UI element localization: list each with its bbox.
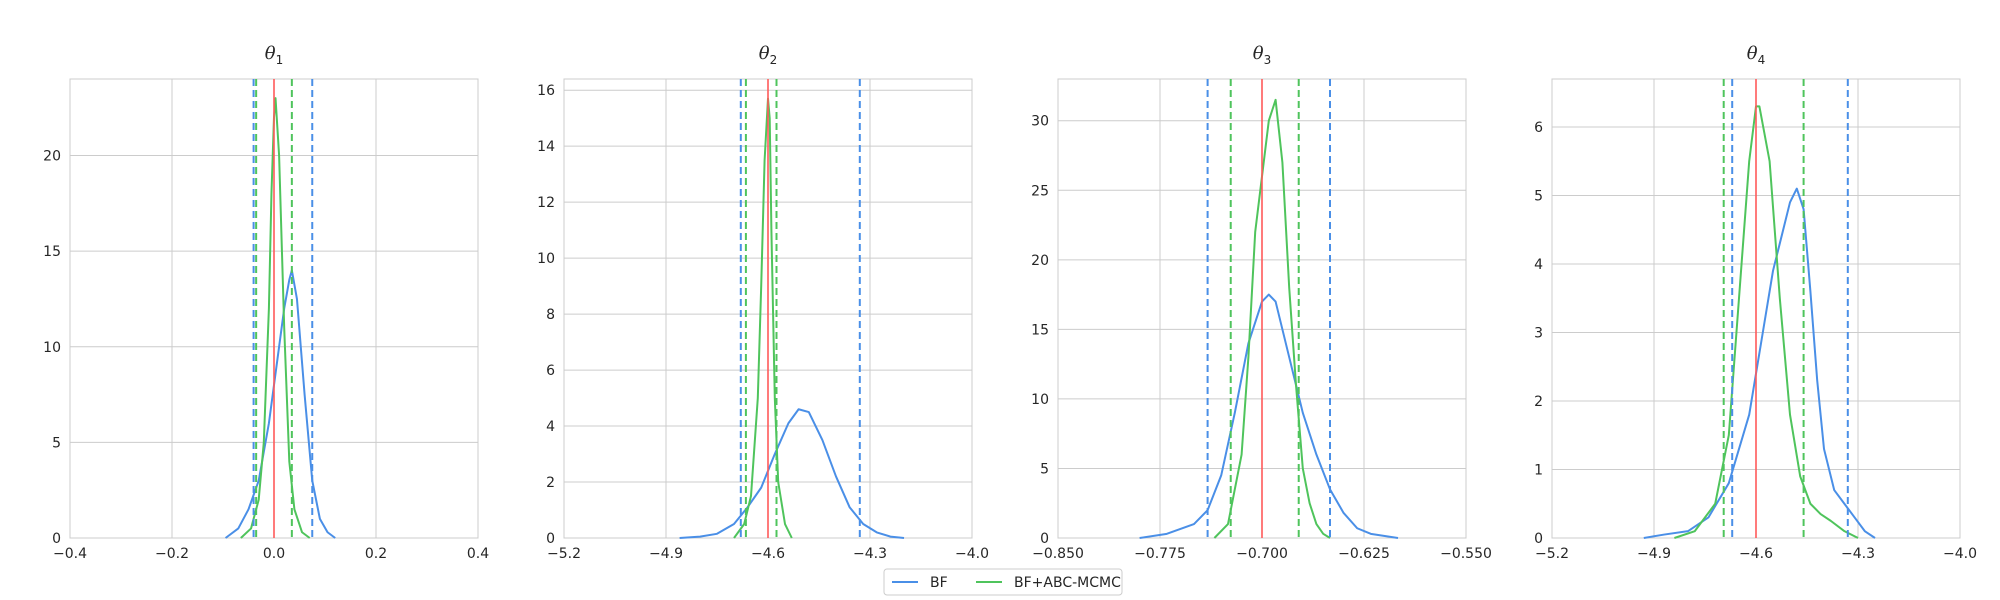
x-tick-label: −0.625 — [1338, 546, 1390, 562]
panel-title: θ3 — [1253, 43, 1271, 67]
density-curve-bf-abc-mcmc — [733, 97, 793, 539]
x-tick-label: −4.3 — [853, 546, 887, 562]
y-tick-label: 4 — [1534, 257, 1543, 273]
y-tick-label: 2 — [546, 475, 555, 491]
x-tick-label: −4.0 — [1943, 546, 1977, 562]
y-tick-label: 10 — [537, 251, 555, 267]
x-tick-label: −0.850 — [1032, 546, 1084, 562]
x-tick-label: −5.2 — [547, 546, 581, 562]
y-tick-label: 0 — [1040, 531, 1049, 547]
chart-panel-3: −0.850 −0.775 −0.700 −0.625 −0.550 0 5 10 15 20 25… — [1031, 43, 1492, 562]
x-tick-label: −0.2 — [155, 546, 189, 562]
y-tick-label: 3 — [1534, 325, 1543, 341]
y-tick-label: 10 — [43, 340, 61, 356]
y-tick-label: 20 — [43, 149, 61, 165]
y-tick-label: 15 — [1031, 322, 1049, 338]
legend-label-bf: BF — [930, 575, 948, 591]
legend-frame — [883, 568, 1123, 596]
legend: BF BF+ABC-MCMC — [883, 568, 1123, 596]
y-tick-label: 5 — [1534, 188, 1543, 204]
panel-title: θ4 — [1747, 43, 1765, 67]
y-tick-label: 5 — [52, 435, 61, 451]
x-tick-label: 0.0 — [263, 546, 285, 562]
panel-title: θ1 — [265, 43, 283, 67]
x-tick-label: −4.0 — [955, 546, 989, 562]
y-tick-label: 6 — [546, 363, 555, 379]
chart-panel-4: −5.2 −4.9 −4.6 −4.3 −4.0 0 1 2 3 4 5 6 θ4 — [1534, 43, 1977, 562]
y-tick-label: 5 — [1040, 461, 1049, 477]
chart-panel-1: −0.4 −0.2 0.0 0.2 0.4 0 5 10 15 20 θ1 — [43, 43, 489, 562]
density-curve-bf — [224, 269, 336, 539]
x-tick-label: −0.550 — [1440, 546, 1492, 562]
y-tick-label: 14 — [537, 139, 555, 155]
y-tick-label: 2 — [1534, 394, 1543, 410]
panel-title: θ2 — [759, 43, 777, 67]
y-tick-label: 10 — [1031, 392, 1049, 408]
density-curve-bf — [1139, 293, 1399, 539]
x-tick-label: 0.2 — [365, 546, 387, 562]
x-tick-label: −4.9 — [1637, 546, 1671, 562]
y-tick-label: 4 — [546, 419, 555, 435]
x-tick-label: −0.700 — [1236, 546, 1288, 562]
x-tick-label: −4.6 — [1739, 546, 1773, 562]
y-tick-label: 20 — [1031, 253, 1049, 269]
x-tick-label: −4.9 — [649, 546, 683, 562]
y-tick-label: 30 — [1031, 114, 1049, 130]
x-tick-label: −0.4 — [53, 546, 87, 562]
density-curve-bf — [679, 408, 905, 539]
y-tick-label: 0 — [546, 531, 555, 547]
x-tick-label: 0.4 — [467, 546, 489, 562]
y-tick-label: 12 — [537, 195, 555, 211]
y-tick-label: 25 — [1031, 183, 1049, 199]
x-tick-label: −4.3 — [1841, 546, 1875, 562]
y-tick-label: 0 — [52, 531, 61, 547]
y-tick-label: 6 — [1534, 120, 1543, 136]
x-tick-label: −4.6 — [751, 546, 785, 562]
y-tick-label: 8 — [546, 307, 555, 323]
density-curve-bf — [1643, 187, 1876, 539]
density-curve-bf-abc-mcmc — [1213, 98, 1331, 539]
x-tick-label: −5.2 — [1535, 546, 1569, 562]
legend-label-bf-abc-mcmc: BF+ABC-MCMC — [1014, 575, 1121, 591]
y-tick-label: 16 — [537, 83, 555, 99]
x-tick-label: −0.775 — [1134, 546, 1186, 562]
y-tick-label: 15 — [43, 244, 61, 260]
y-tick-label: 1 — [1534, 462, 1543, 478]
y-tick-label: 0 — [1534, 531, 1543, 547]
chart-panel-2: −5.2 −4.9 −4.6 −4.3 −4.0 0 2 4 6 8 10 12 14 16 θ2 — [537, 43, 989, 562]
